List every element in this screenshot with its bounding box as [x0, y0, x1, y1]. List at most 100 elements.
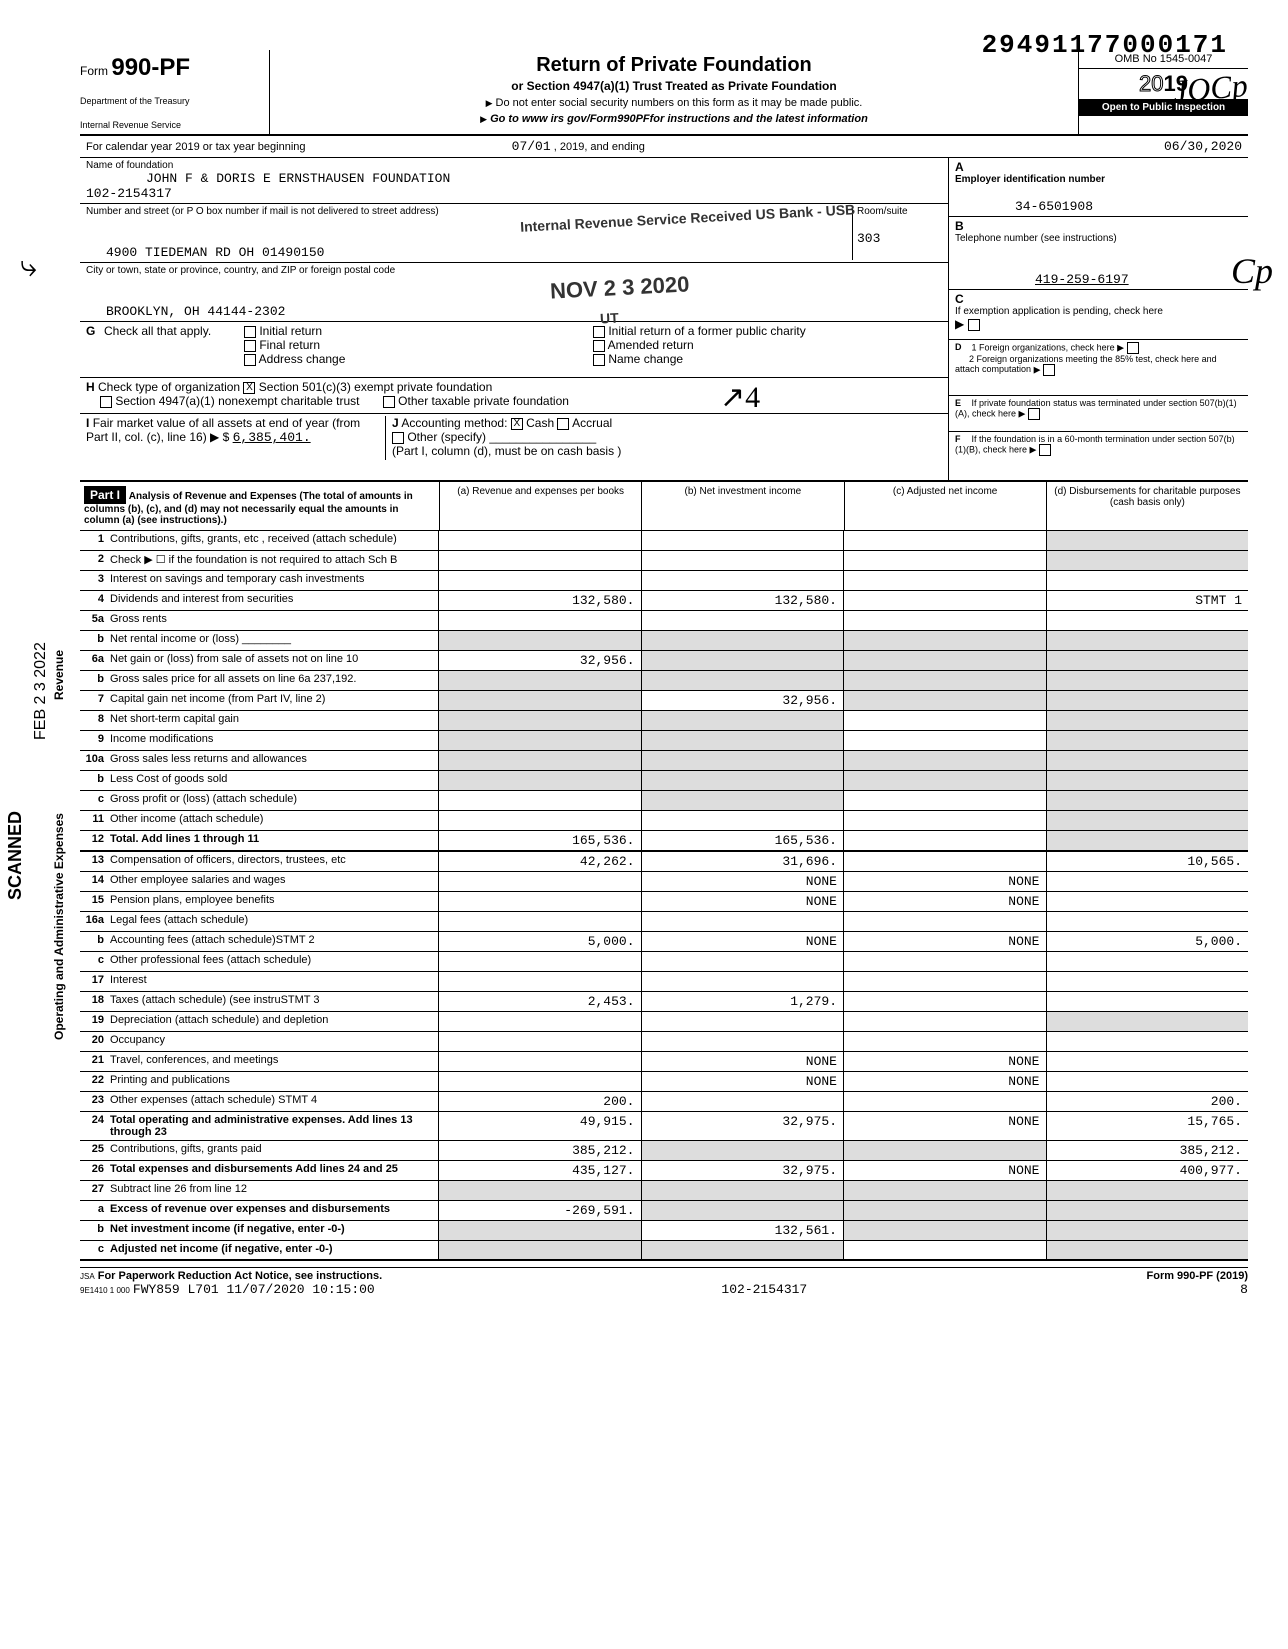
amount-col-c: [843, 972, 1046, 991]
handwritten-mark: ⤷: [20, 250, 37, 284]
checkbox-name-change[interactable]: [593, 354, 605, 366]
j-accrual: Accrual: [572, 416, 612, 430]
e-letter: E: [955, 398, 969, 408]
d1-label: 1 Foreign organizations, check here: [972, 342, 1115, 352]
amount-col-b: NONE: [641, 1052, 844, 1071]
table-row: 8Net short-term capital gain: [80, 711, 1248, 731]
part1-lines: 1Contributions, gifts, grants, etc , rec…: [80, 531, 1248, 1261]
amount-col-a: [438, 952, 641, 971]
table-row: 2Check ▶ ☐ if the foundation is not requ…: [80, 551, 1248, 571]
amount-col-a: 385,212.: [438, 1141, 641, 1160]
dept-treasury: Department of the Treasury: [80, 96, 249, 106]
amount-col-d: [1046, 831, 1249, 850]
j-label: Accounting method:: [401, 416, 507, 430]
amount-col-b: [641, 631, 844, 650]
line-description: Contributions, gifts, grants paid: [108, 1141, 438, 1160]
amount-col-b: [641, 1012, 844, 1031]
checkbox-f[interactable]: [1039, 444, 1051, 456]
amount-col-d: [1046, 711, 1249, 730]
form-prefix: Form: [80, 64, 108, 78]
amount-col-b: 32,975.: [641, 1112, 844, 1140]
line-number: 12: [80, 831, 108, 850]
pra-notice: For Paperwork Reduction Act Notice, see …: [98, 1270, 382, 1282]
checkbox-final-return[interactable]: [244, 340, 256, 352]
amount-col-d: [1046, 731, 1249, 750]
amount-col-c: [843, 1012, 1046, 1031]
amount-col-c: NONE: [843, 892, 1046, 911]
amount-col-c: [843, 531, 1046, 550]
form-ref: Form 990-PF (2019): [1147, 1270, 1248, 1282]
checkbox-e[interactable]: [1028, 408, 1040, 420]
account-number: 102-2154317: [86, 186, 172, 201]
amount-col-d: [1046, 972, 1249, 991]
amount-col-c: [843, 751, 1046, 770]
g-opt-4: Amended return: [608, 338, 694, 352]
table-row: aExcess of revenue over expenses and dis…: [80, 1201, 1248, 1221]
checkbox-addr-change[interactable]: [244, 354, 256, 366]
part1-badge: Part I: [84, 486, 126, 504]
checkbox-former-charity[interactable]: [593, 326, 605, 338]
g-opt-1: Final return: [259, 338, 320, 352]
checkbox-cash[interactable]: X: [511, 418, 523, 430]
line-number: b: [80, 631, 108, 650]
line-number: 10a: [80, 751, 108, 770]
table-row: cAdjusted net income (if negative, enter…: [80, 1241, 1248, 1261]
line-number: a: [80, 1201, 108, 1220]
j-note: (Part I, column (d), must be on cash bas…: [392, 444, 621, 458]
line-description: Legal fees (attach schedule): [108, 912, 438, 931]
amount-col-a: [438, 1072, 641, 1091]
amount-col-c: NONE: [843, 932, 1046, 951]
amount-col-b: 1,279.: [641, 992, 844, 1011]
checkbox-amended[interactable]: [593, 340, 605, 352]
i-label: Fair market value of all assets at end o…: [86, 416, 360, 444]
h-label: Check type of organization: [98, 380, 240, 394]
amount-col-d: [1046, 1052, 1249, 1071]
table-row: 4Dividends and interest from securities1…: [80, 591, 1248, 611]
checkbox-d2[interactable]: [1043, 364, 1055, 376]
d-letter: D: [955, 342, 969, 352]
amount-col-a: 42,262.: [438, 852, 641, 871]
amount-col-a: [438, 1032, 641, 1051]
dln-number: 29491177000171: [982, 30, 1228, 60]
amount-col-c: [843, 631, 1046, 650]
checkbox-exemption[interactable]: [968, 319, 980, 331]
amount-col-c: [843, 992, 1046, 1011]
line-description: Net gain or (loss) from sale of assets n…: [108, 651, 438, 670]
table-row: 22Printing and publicationsNONENONE: [80, 1072, 1248, 1092]
line-description: Income modifications: [108, 731, 438, 750]
checkbox-4947[interactable]: [100, 396, 112, 408]
phone-letter: B: [955, 219, 969, 233]
amount-col-b: [641, 711, 844, 730]
checkbox-501c3[interactable]: X: [243, 382, 255, 394]
revenue-side-label: Revenue: [52, 650, 66, 700]
table-row: 23Other expenses (attach schedule) STMT …: [80, 1092, 1248, 1112]
page-footer: JSA For Paperwork Reduction Act Notice, …: [80, 1267, 1248, 1297]
checkbox-other-method[interactable]: [392, 432, 404, 444]
room-label: Room/suite: [857, 206, 942, 217]
amount-col-d: [1046, 771, 1249, 790]
line-description: Other professional fees (attach schedule…: [108, 952, 438, 971]
line-number: 11: [80, 811, 108, 830]
amount-col-d: 10,565.: [1046, 852, 1249, 871]
checkbox-accrual[interactable]: [557, 418, 569, 430]
line-number: 24: [80, 1112, 108, 1140]
line-description: Total operating and administrative expen…: [108, 1112, 438, 1140]
amount-col-c: [843, 771, 1046, 790]
handwritten-signature: JOCp: [1172, 67, 1250, 110]
table-row: 10aGross sales less returns and allowanc…: [80, 751, 1248, 771]
tax-year-row: For calendar year 2019 or tax year begin…: [80, 136, 1248, 158]
line-number: 26: [80, 1161, 108, 1180]
table-row: 12Total. Add lines 1 through 11165,536.1…: [80, 831, 1248, 852]
form-title-box: Return of Private Foundation or Section …: [270, 50, 1078, 134]
amount-col-c: NONE: [843, 1052, 1046, 1071]
footer-code-2: FWY859 L701 11/07/2020 10:15:00: [133, 1282, 375, 1297]
amount-col-a: [438, 1012, 641, 1031]
checkbox-other-taxable[interactable]: [383, 396, 395, 408]
line-number: 6a: [80, 651, 108, 670]
line-description: Gross rents: [108, 611, 438, 630]
line-description: Gross profit or (loss) (attach schedule): [108, 791, 438, 810]
table-row: 21Travel, conferences, and meetingsNONEN…: [80, 1052, 1248, 1072]
checkbox-initial-return[interactable]: [244, 326, 256, 338]
checkbox-d1[interactable]: [1127, 342, 1139, 354]
amount-col-a: [438, 791, 641, 810]
